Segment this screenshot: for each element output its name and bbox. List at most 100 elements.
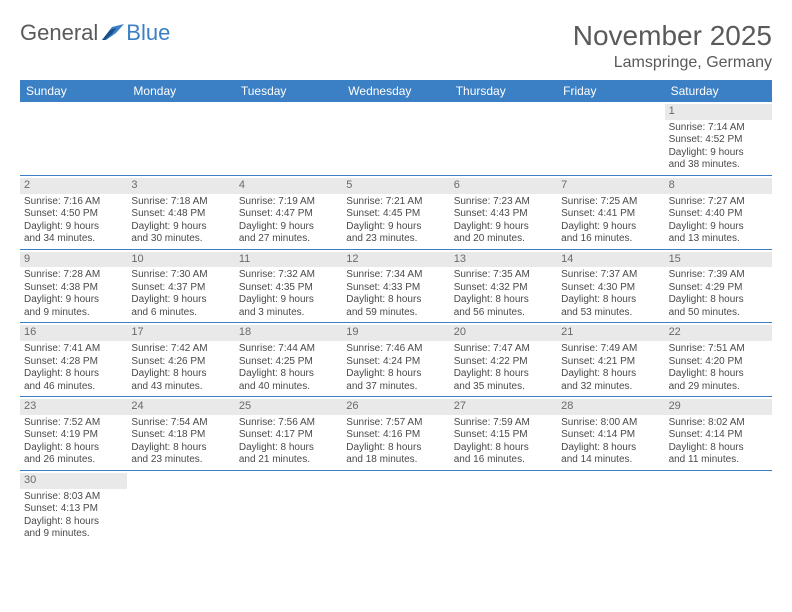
sunset-text: Sunset: 4:14 PM bbox=[669, 429, 768, 442]
daylight-text: Daylight: 9 hours bbox=[669, 147, 768, 160]
daylight-text: Daylight: 9 hours bbox=[561, 221, 660, 234]
sunset-text: Sunset: 4:17 PM bbox=[239, 429, 338, 442]
day-number: 23 bbox=[20, 399, 127, 415]
logo: General Blue bbox=[20, 20, 170, 46]
daylight-text: and 38 minutes. bbox=[669, 159, 768, 172]
daylight-text: Daylight: 8 hours bbox=[131, 442, 230, 455]
calendar-week: 30Sunrise: 8:03 AMSunset: 4:13 PMDayligh… bbox=[20, 471, 772, 544]
day-number: 6 bbox=[450, 178, 557, 194]
daylight-text: Daylight: 8 hours bbox=[669, 442, 768, 455]
sunrise-text: Sunrise: 7:56 AM bbox=[239, 417, 338, 430]
daylight-text: Daylight: 9 hours bbox=[454, 221, 553, 234]
day-number: 2 bbox=[20, 178, 127, 194]
calendar-cell: 12Sunrise: 7:34 AMSunset: 4:33 PMDayligh… bbox=[342, 250, 449, 323]
day-number: 21 bbox=[557, 325, 664, 341]
daylight-text: and 23 minutes. bbox=[131, 454, 230, 467]
sunset-text: Sunset: 4:21 PM bbox=[561, 356, 660, 369]
calendar-cell bbox=[342, 471, 449, 544]
day-number: 29 bbox=[665, 399, 772, 415]
sunrise-text: Sunrise: 7:30 AM bbox=[131, 269, 230, 282]
sunrise-text: Sunrise: 8:02 AM bbox=[669, 417, 768, 430]
calendar-cell: 3 Sunrise: 7:18 AMSunset: 4:48 PMDaylight… bbox=[127, 176, 234, 249]
sunset-text: Sunset: 4:30 PM bbox=[561, 282, 660, 295]
sunrise-text: Sunrise: 7:47 AM bbox=[454, 343, 553, 356]
calendar-cell bbox=[235, 471, 342, 544]
sunrise-text: Sunrise: 8:00 AM bbox=[561, 417, 660, 430]
weekday-label: Friday bbox=[557, 80, 664, 102]
sunset-text: Sunset: 4:38 PM bbox=[24, 282, 123, 295]
calendar-cell: 6Sunrise: 7:23 AMSunset: 4:43 PMDaylight… bbox=[450, 176, 557, 249]
daylight-text: Daylight: 8 hours bbox=[454, 368, 553, 381]
calendar-cell: 14Sunrise: 7:37 AMSunset: 4:30 PMDayligh… bbox=[557, 250, 664, 323]
daylight-text: Daylight: 8 hours bbox=[346, 442, 445, 455]
sunrise-text: Sunrise: 7:59 AM bbox=[454, 417, 553, 430]
daylight-text: and 16 minutes. bbox=[454, 454, 553, 467]
weekday-label: Monday bbox=[127, 80, 234, 102]
sunrise-text: Sunrise: 7:27 AM bbox=[669, 196, 768, 209]
calendar-cell bbox=[665, 471, 772, 544]
sunset-text: Sunset: 4:15 PM bbox=[454, 429, 553, 442]
title-block: November 2025 Lamspringe, Germany bbox=[573, 20, 772, 72]
calendar-cell: 25Sunrise: 7:56 AMSunset: 4:17 PMDayligh… bbox=[235, 397, 342, 470]
daylight-text: and 16 minutes. bbox=[561, 233, 660, 246]
sunrise-text: Sunrise: 7:25 AM bbox=[561, 196, 660, 209]
sunrise-text: Sunrise: 7:19 AM bbox=[239, 196, 338, 209]
daylight-text: and 13 minutes. bbox=[669, 233, 768, 246]
sunrise-text: Sunrise: 7:18 AM bbox=[131, 196, 230, 209]
sunrise-text: Sunrise: 7:46 AM bbox=[346, 343, 445, 356]
day-number: 11 bbox=[235, 252, 342, 268]
daylight-text: Daylight: 8 hours bbox=[454, 442, 553, 455]
daylight-text: and 46 minutes. bbox=[24, 381, 123, 394]
calendar-cell bbox=[235, 102, 342, 175]
calendar-week: 1Sunrise: 7:14 AMSunset: 4:52 PMDaylight… bbox=[20, 102, 772, 176]
day-number: 3 bbox=[127, 178, 234, 194]
daylight-text: and 18 minutes. bbox=[346, 454, 445, 467]
daylight-text: Daylight: 9 hours bbox=[131, 221, 230, 234]
daylight-text: Daylight: 9 hours bbox=[239, 221, 338, 234]
day-number: 12 bbox=[342, 252, 449, 268]
calendar-cell: 10Sunrise: 7:30 AMSunset: 4:37 PMDayligh… bbox=[127, 250, 234, 323]
calendar-cell: 27Sunrise: 7:59 AMSunset: 4:15 PMDayligh… bbox=[450, 397, 557, 470]
calendar-cell: 21Sunrise: 7:49 AMSunset: 4:21 PMDayligh… bbox=[557, 323, 664, 396]
calendar-cell bbox=[450, 102, 557, 175]
calendar-cell bbox=[127, 102, 234, 175]
sunset-text: Sunset: 4:28 PM bbox=[24, 356, 123, 369]
daylight-text: and 50 minutes. bbox=[669, 307, 768, 320]
sunrise-text: Sunrise: 7:35 AM bbox=[454, 269, 553, 282]
daylight-text: Daylight: 8 hours bbox=[561, 442, 660, 455]
location: Lamspringe, Germany bbox=[573, 54, 772, 72]
day-number: 20 bbox=[450, 325, 557, 341]
page-header: General Blue November 2025 Lamspringe, G… bbox=[20, 20, 772, 72]
day-number: 15 bbox=[665, 252, 772, 268]
calendar-cell bbox=[557, 471, 664, 544]
day-number: 18 bbox=[235, 325, 342, 341]
sunset-text: Sunset: 4:48 PM bbox=[131, 208, 230, 221]
calendar-cell: 15Sunrise: 7:39 AMSunset: 4:29 PMDayligh… bbox=[665, 250, 772, 323]
daylight-text: and 40 minutes. bbox=[239, 381, 338, 394]
day-number: 9 bbox=[20, 252, 127, 268]
daylight-text: Daylight: 8 hours bbox=[24, 368, 123, 381]
calendar-cell: 23Sunrise: 7:52 AMSunset: 4:19 PMDayligh… bbox=[20, 397, 127, 470]
daylight-text: and 27 minutes. bbox=[239, 233, 338, 246]
day-number: 1 bbox=[665, 104, 772, 120]
sunset-text: Sunset: 4:14 PM bbox=[561, 429, 660, 442]
day-number: 8 bbox=[665, 178, 772, 194]
day-number: 16 bbox=[20, 325, 127, 341]
daylight-text: and 23 minutes. bbox=[346, 233, 445, 246]
daylight-text: Daylight: 8 hours bbox=[24, 516, 123, 529]
calendar-cell: 13Sunrise: 7:35 AMSunset: 4:32 PMDayligh… bbox=[450, 250, 557, 323]
calendar-cell: 17Sunrise: 7:42 AMSunset: 4:26 PMDayligh… bbox=[127, 323, 234, 396]
calendar-cell: 1Sunrise: 7:14 AMSunset: 4:52 PMDaylight… bbox=[665, 102, 772, 175]
sunrise-text: Sunrise: 7:54 AM bbox=[131, 417, 230, 430]
sunrise-text: Sunrise: 7:37 AM bbox=[561, 269, 660, 282]
daylight-text: and 21 minutes. bbox=[239, 454, 338, 467]
day-number: 13 bbox=[450, 252, 557, 268]
calendar-cell bbox=[450, 471, 557, 544]
daylight-text: Daylight: 8 hours bbox=[669, 368, 768, 381]
calendar-cell: 9Sunrise: 7:28 AMSunset: 4:38 PMDaylight… bbox=[20, 250, 127, 323]
calendar-cell: 2Sunrise: 7:16 AMSunset: 4:50 PMDaylight… bbox=[20, 176, 127, 249]
daylight-text: Daylight: 9 hours bbox=[346, 221, 445, 234]
sunrise-text: Sunrise: 7:42 AM bbox=[131, 343, 230, 356]
weekday-header: Sunday Monday Tuesday Wednesday Thursday… bbox=[20, 80, 772, 102]
calendar-cell: 7Sunrise: 7:25 AMSunset: 4:41 PMDaylight… bbox=[557, 176, 664, 249]
